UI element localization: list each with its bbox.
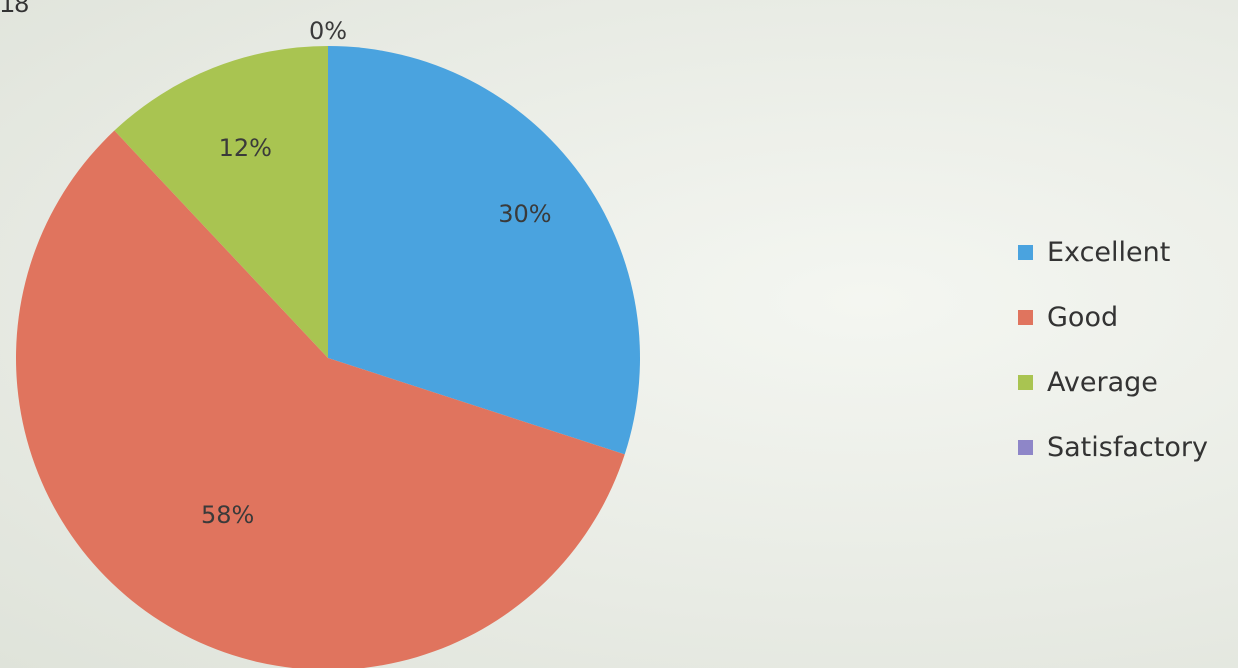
pie-slice-excellent [328, 46, 640, 455]
legend-label: Average [1047, 366, 1158, 398]
data-label-good: 58% [201, 501, 254, 529]
legend-item-satisfactory: Satisfactory [1018, 431, 1208, 463]
data-label-satisfactory: 0% [309, 17, 347, 45]
legend-swatch [1018, 374, 1033, 390]
pie-slice-average [114, 46, 329, 358]
legend-item-average: Average [1018, 366, 1208, 398]
legend-swatch [1018, 244, 1033, 260]
legend-swatch [1018, 439, 1033, 455]
legend-item-excellent: Excellent [1018, 236, 1208, 268]
legend-label: Good [1047, 301, 1119, 333]
legend-label: Satisfactory [1047, 431, 1208, 463]
chart-legend: Excellent Good Average Satisfactory [1018, 236, 1208, 496]
data-label-excellent: 30% [498, 200, 551, 228]
pie-slice-good [16, 130, 625, 668]
data-label-average: 12% [219, 134, 272, 162]
legend-label: Excellent [1047, 236, 1171, 268]
legend-swatch [1018, 309, 1033, 325]
legend-item-good: Good [1018, 301, 1208, 333]
corner-number: 18 [0, 0, 29, 18]
